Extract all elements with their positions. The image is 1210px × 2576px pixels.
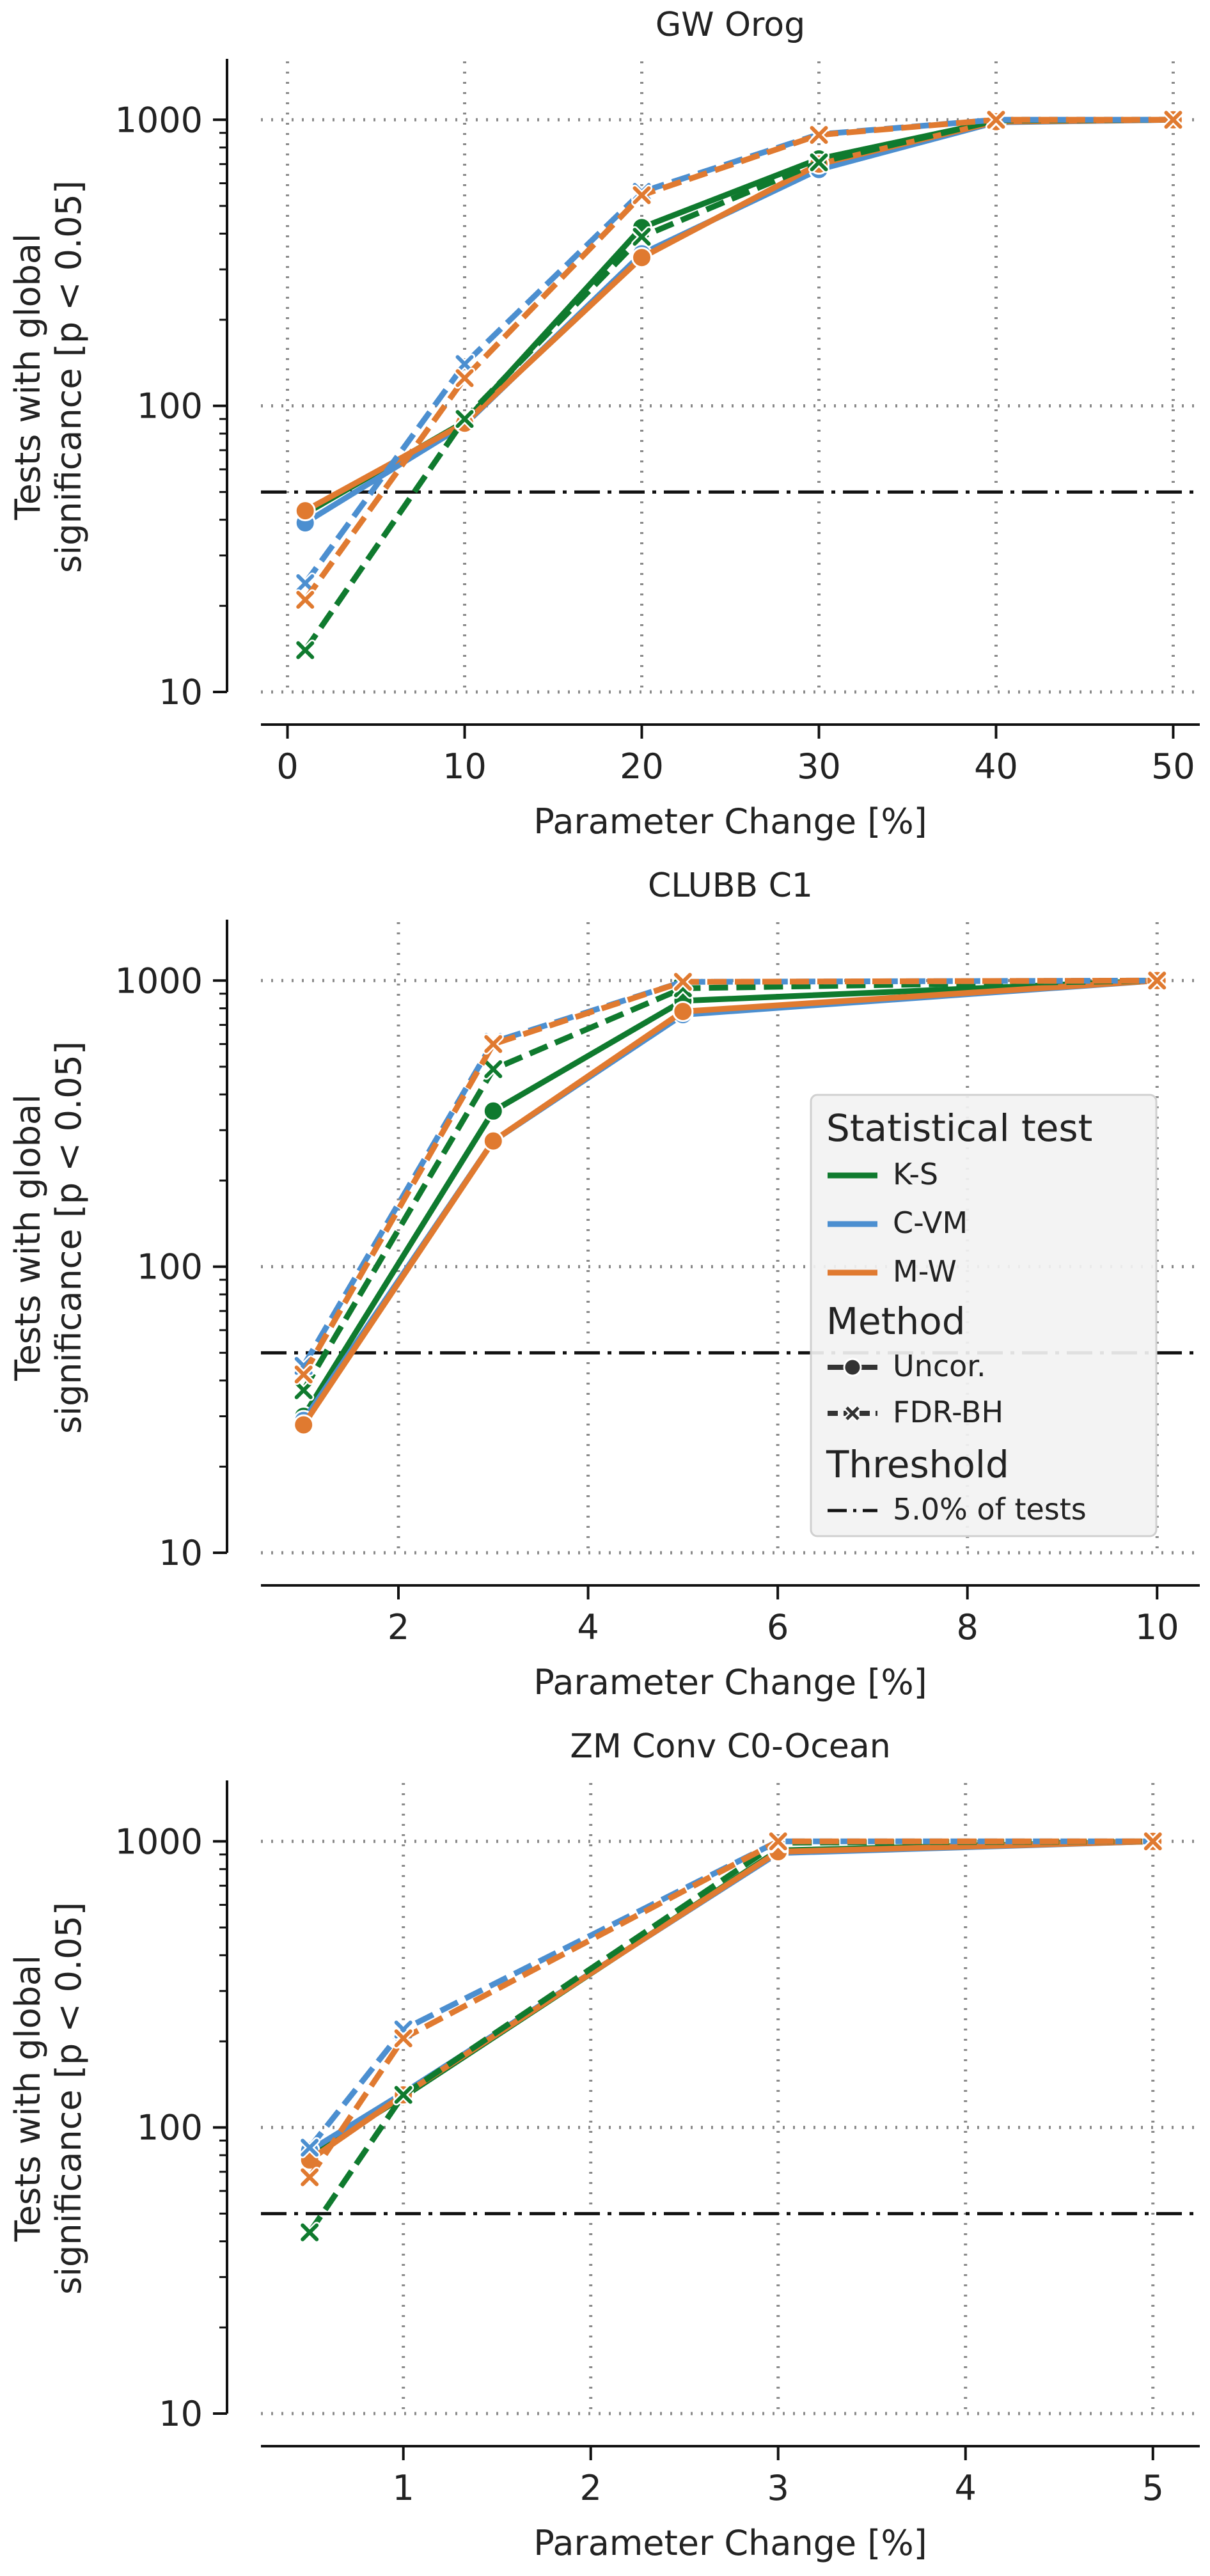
data-point — [394, 2029, 412, 2048]
y-axis-label-line-1: Tests with global — [8, 233, 48, 521]
y-axis-label-line-1: Tests with global — [8, 1094, 48, 1381]
data-point — [455, 369, 474, 388]
chart-title: ZM Conv C0-Ocean — [570, 1727, 890, 1766]
data-point — [673, 973, 692, 991]
data-point — [632, 186, 651, 205]
data-point — [455, 410, 474, 428]
x-tick-label: 2 — [388, 1607, 409, 1647]
series-line-C-VM-fdr-bh — [307, 1838, 1153, 2149]
data-point — [1164, 111, 1182, 129]
series-line-K-S-uncor — [301, 977, 1158, 1418]
data-point — [294, 1381, 313, 1399]
y-tick-label: 1000 — [115, 1821, 203, 1862]
data-point — [810, 126, 828, 145]
data-point — [1143, 1832, 1162, 1851]
series-line-M-W-fdr-bh — [307, 1838, 1153, 2179]
series-line-M-W-fdr-bh — [301, 977, 1158, 1376]
legend-title-statistical-test: Statistical test — [826, 1106, 1092, 1150]
series-line-K-S-fdr-bh — [302, 116, 1174, 652]
legend-item-label: FDR-BH — [893, 1395, 1003, 1429]
y-tick-label: 1000 — [115, 100, 203, 140]
x-axis-label: Parameter Change [%] — [533, 801, 927, 842]
y-axis-label-line-1: Tests with global — [8, 1955, 48, 2242]
data-point — [296, 590, 315, 609]
y-axis-label-line-2: significance [p < 0.05] — [49, 1041, 89, 1434]
data-point — [482, 1130, 504, 1152]
x-tick-label: 8 — [957, 1607, 978, 1647]
series-line-K-S-uncor — [308, 1838, 1153, 2158]
x-tick-label: 5 — [1142, 2468, 1164, 2508]
data-point — [484, 1060, 503, 1078]
x-tick-label: 40 — [974, 746, 1018, 787]
data-point — [294, 500, 316, 522]
legend-box — [810, 1094, 1158, 1537]
y-tick-label: 10 — [159, 2394, 203, 2434]
chart-title: CLUBB C1 — [648, 867, 813, 905]
data-point — [296, 641, 315, 659]
series-line-K-S-uncor — [303, 116, 1174, 517]
series-line-C-VM-uncor — [308, 1838, 1153, 2153]
data-point — [482, 1100, 504, 1122]
y-tick-label: 10 — [159, 672, 203, 712]
x-tick-label: 0 — [276, 746, 298, 787]
series-line-M-W-uncor — [301, 977, 1158, 1427]
data-point — [987, 111, 1005, 129]
legend-item-label: C-VM — [893, 1206, 968, 1240]
x-axis-label: Parameter Change [%] — [533, 2523, 927, 2563]
series-line-K-S-fdr-bh — [301, 977, 1158, 1392]
data-point — [301, 2139, 319, 2157]
data-point — [296, 574, 315, 592]
chart-panel-2: CLUBB C1 10 100 1000 2 4 6 8 10 Parameter Change … — [8, 867, 1200, 1702]
x-tick-label: 1 — [393, 2468, 414, 2508]
data-point — [810, 153, 828, 171]
y-axis-label-line-2: significance [p < 0.05] — [49, 180, 89, 573]
x-tick-label: 10 — [1135, 1607, 1179, 1647]
legend-item-label: Uncor. — [893, 1349, 986, 1383]
legend: Statistical test K-S C-VM M-W Method Uncor. FD… — [810, 1094, 1158, 1537]
series-line-K-S-fdr-bh — [307, 1838, 1153, 2234]
y-tick-label: 100 — [137, 1247, 203, 1287]
legend-title-threshold: Threshold — [826, 1443, 1009, 1486]
data-point — [484, 1035, 503, 1053]
chart-title: GW Orog — [656, 6, 805, 44]
series-line-M-W-uncor — [308, 1838, 1153, 2163]
data-point — [294, 1365, 313, 1384]
x-axis-label: Parameter Change [%] — [533, 1662, 927, 1702]
legend-item-label: M-W — [893, 1254, 957, 1289]
y-tick-label: 100 — [137, 2108, 203, 2148]
data-point — [394, 2085, 412, 2104]
x-tick-label: 6 — [767, 1607, 789, 1647]
x-tick-label: 4 — [577, 1607, 599, 1647]
legend-marker-x — [845, 1406, 860, 1420]
data-point — [769, 1832, 787, 1851]
data-point — [631, 247, 653, 269]
x-tick-label: 3 — [767, 2468, 789, 2508]
data-point — [672, 1001, 694, 1023]
legend-item-label: K-S — [893, 1157, 938, 1191]
legend-marker-circle — [843, 1358, 862, 1377]
chart-panel-3: ZM Conv C0-Ocean 10 100 1000 1 2 3 4 5 Parameter … — [8, 1727, 1200, 2563]
legend-item-label: 5.0% of tests — [893, 1492, 1087, 1527]
x-tick-label: 30 — [797, 746, 841, 787]
x-tick-label: 50 — [1151, 746, 1195, 787]
x-tick-label: 10 — [443, 746, 487, 787]
data-point — [301, 2223, 319, 2242]
legend-title-method: Method — [826, 1300, 966, 1343]
series-line-M-W-fdr-bh — [302, 116, 1174, 602]
data-point — [293, 1414, 315, 1436]
data-point — [632, 228, 651, 246]
chart-panel-1: GW Orog 10 100 1000 0 10 20 30 40 50 Parameter Cha… — [8, 6, 1200, 842]
series-line-M-W-uncor — [304, 116, 1174, 514]
x-tick-label: 20 — [620, 746, 664, 787]
data-point — [1148, 971, 1167, 990]
x-tick-label: 2 — [580, 2468, 602, 2508]
y-tick-label: 10 — [159, 1533, 203, 1573]
y-tick-label: 1000 — [115, 961, 203, 1001]
x-tick-label: 4 — [955, 2468, 977, 2508]
data-point — [301, 2168, 319, 2187]
y-tick-label: 100 — [137, 386, 203, 427]
y-axis-label-line-2: significance [p < 0.05] — [49, 1902, 89, 2295]
